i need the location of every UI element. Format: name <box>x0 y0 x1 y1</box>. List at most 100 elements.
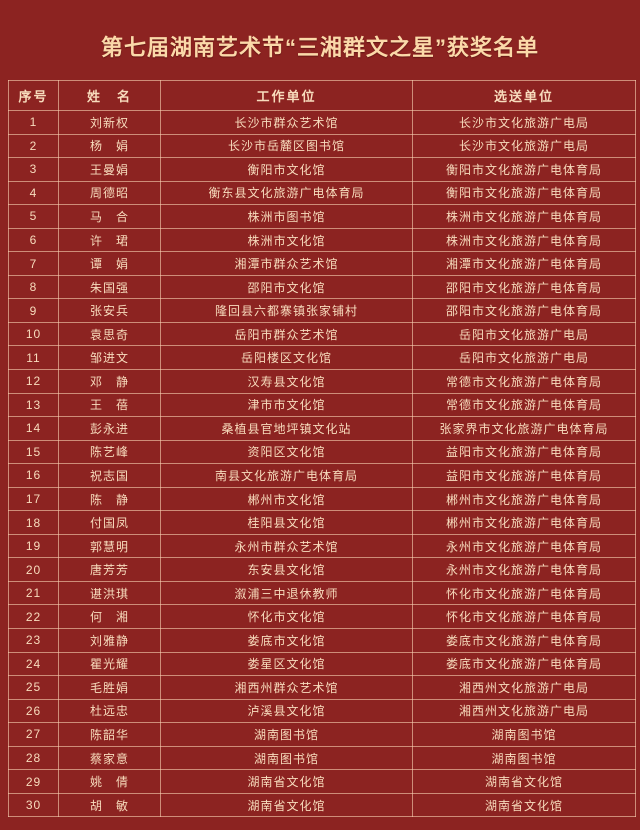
cell-index: 4 <box>8 180 59 206</box>
cell-sending-unit: 郴州市文化旅游广电体育局 <box>412 486 636 512</box>
cell-sending-unit: 岳阳市文化旅游广电局 <box>412 345 636 371</box>
header-work-unit: 工作单位 <box>160 80 413 111</box>
table-row: 11 邹进文 岳阳楼区文化馆 岳阳市文化旅游广电局 <box>8 345 636 371</box>
table-row: 25 毛胜娟 湘西州群众艺术馆 湘西州文化旅游广电局 <box>8 675 636 700</box>
table-row: 19 郭慧明 永州市群众艺术馆 永州市文化旅游广电体育局 <box>8 533 636 559</box>
table-row: 1 刘新权 长沙市群众艺术馆 长沙市文化旅游广电局 <box>8 110 636 135</box>
table-row: 29 姚 倩 湖南省文化馆 湖南省文化馆 <box>8 769 636 794</box>
cell-sending-unit: 湘西州文化旅游广电局 <box>412 675 636 700</box>
cell-sending-unit: 株洲市文化旅游广电体育局 <box>412 204 636 229</box>
cell-index: 25 <box>8 675 59 700</box>
cell-sending-unit: 怀化市文化旅游广电体育局 <box>412 604 636 630</box>
cell-name: 姚 倩 <box>58 769 161 794</box>
cell-index: 2 <box>8 133 59 159</box>
cell-index: 3 <box>8 157 59 182</box>
cell-sending-unit: 岳阳市文化旅游广电局 <box>412 321 636 347</box>
cell-index: 21 <box>8 580 59 606</box>
cell-sending-unit: 郴州市文化旅游广电体育局 <box>412 510 636 535</box>
cell-sending-unit: 益阳市文化旅游广电体育局 <box>412 463 636 488</box>
table-row: 6 许 珺 株洲市文化馆 株洲市文化旅游广电体育局 <box>8 227 636 253</box>
awards-table: 序号 姓 名 工作单位 选送单位 1 刘新权 长沙市群众艺术馆 长沙市文化旅游广… <box>8 80 636 818</box>
cell-name: 彭永进 <box>58 416 161 441</box>
cell-sending-unit: 张家界市文化旅游广电体育局 <box>412 416 636 441</box>
header-row: 序号 姓 名 工作单位 选送单位 <box>8 80 636 111</box>
table-row: 18 付国凤 桂阳县文化馆 郴州市文化旅游广电体育局 <box>8 510 636 535</box>
cell-work-unit: 隆回县六都寨镇张家铺村 <box>160 298 413 323</box>
cell-name: 毛胜娟 <box>58 675 161 700</box>
table-row: 23 刘雅静 娄底市文化馆 娄底市文化旅游广电体育局 <box>8 628 636 653</box>
cell-sending-unit: 永州市文化旅游广电体育局 <box>412 557 636 582</box>
table-row: 4 周德昭 衡东县文化旅游广电体育局 衡阳市文化旅游广电体育局 <box>8 180 636 206</box>
table-row: 20 唐芳芳 东安县文化馆 永州市文化旅游广电体育局 <box>8 557 636 582</box>
cell-work-unit: 湖南图书馆 <box>160 745 413 771</box>
cell-name: 朱国强 <box>58 274 161 300</box>
cell-work-unit: 衡东县文化旅游广电体育局 <box>160 180 413 206</box>
cell-sending-unit: 湘潭市文化旅游广电体育局 <box>412 251 636 276</box>
cell-sending-unit: 衡阳市文化旅游广电体育局 <box>412 180 636 206</box>
cell-name: 唐芳芳 <box>58 557 161 582</box>
page-title: 第七届湖南艺术节“三湘群文之星”获奖名单 <box>100 35 539 60</box>
table-row: 28 蔡家意 湖南图书馆 湖南图书馆 <box>8 745 636 771</box>
table-row: 9 张安兵 隆回县六都寨镇张家铺村 邵阳市文化旅游广电体育局 <box>8 298 636 323</box>
cell-sending-unit: 长沙市文化旅游广电局 <box>412 133 636 159</box>
cell-work-unit: 资阳区文化馆 <box>160 439 413 465</box>
cell-sending-unit: 怀化市文化旅游广电体育局 <box>412 580 636 606</box>
cell-name: 何 湘 <box>58 604 161 630</box>
table-row: 10 袁思奇 岳阳市群众艺术馆 岳阳市文化旅游广电局 <box>8 321 636 347</box>
cell-work-unit: 长沙市岳麓区图书馆 <box>160 133 413 159</box>
cell-work-unit: 桑植县官地坪镇文化站 <box>160 416 413 441</box>
table-row: 21 谌洪琪 溆浦三中退休教师 怀化市文化旅游广电体育局 <box>8 580 636 606</box>
table-row: 12 邓 静 汉寿县文化馆 常德市文化旅游广电体育局 <box>8 369 636 394</box>
cell-index: 14 <box>8 416 59 441</box>
cell-work-unit: 桂阳县文化馆 <box>160 510 413 535</box>
cell-name: 郭慧明 <box>58 533 161 559</box>
cell-index: 18 <box>8 510 59 535</box>
cell-index: 7 <box>8 251 59 276</box>
cell-work-unit: 岳阳楼区文化馆 <box>160 345 413 371</box>
cell-name: 马 合 <box>58 204 161 229</box>
cell-work-unit: 泸溪县文化馆 <box>160 698 413 724</box>
cell-work-unit: 南县文化旅游广电体育局 <box>160 463 413 488</box>
cell-index: 19 <box>8 533 59 559</box>
cell-index: 6 <box>8 227 59 253</box>
cell-sending-unit: 湖南省文化馆 <box>412 792 636 818</box>
cell-name: 刘雅静 <box>58 628 161 653</box>
cell-work-unit: 汉寿县文化馆 <box>160 369 413 394</box>
cell-index: 28 <box>8 745 59 771</box>
cell-sending-unit: 邵阳市文化旅游广电体育局 <box>412 298 636 323</box>
cell-work-unit: 东安县文化馆 <box>160 557 413 582</box>
cell-name: 邹进文 <box>58 345 161 371</box>
cell-name: 胡 敏 <box>58 792 161 818</box>
cell-name: 许 珺 <box>58 227 161 253</box>
table-row: 5 马 合 株洲市图书馆 株洲市文化旅游广电体育局 <box>8 204 636 229</box>
cell-index: 27 <box>8 722 59 747</box>
table-row: 13 王 蓓 津市市文化馆 常德市文化旅游广电体育局 <box>8 392 636 418</box>
table-row: 7 谭 娟 湘潭市群众艺术馆 湘潭市文化旅游广电体育局 <box>8 251 636 276</box>
table-row: 3 王曼娟 衡阳市文化馆 衡阳市文化旅游广电体育局 <box>8 157 636 182</box>
cell-sending-unit: 娄底市文化旅游广电体育局 <box>412 651 636 677</box>
cell-work-unit: 湖南省文化馆 <box>160 769 413 794</box>
cell-sending-unit: 娄底市文化旅游广电体育局 <box>412 628 636 653</box>
cell-index: 13 <box>8 392 59 418</box>
table-row: 30 胡 敏 湖南省文化馆 湖南省文化馆 <box>8 792 636 818</box>
cell-sending-unit: 常德市文化旅游广电体育局 <box>412 369 636 394</box>
cell-work-unit: 怀化市文化馆 <box>160 604 413 630</box>
cell-index: 26 <box>8 698 59 724</box>
cell-work-unit: 郴州市文化馆 <box>160 486 413 512</box>
header-name: 姓 名 <box>58 80 161 111</box>
cell-name: 谭 娟 <box>58 251 161 276</box>
cell-name: 蔡家意 <box>58 745 161 771</box>
cell-sending-unit: 株洲市文化旅游广电体育局 <box>412 227 636 253</box>
cell-work-unit: 永州市群众艺术馆 <box>160 533 413 559</box>
cell-index: 1 <box>8 110 59 135</box>
header-sending-unit: 选送单位 <box>412 80 636 111</box>
table-row: 8 朱国强 邵阳市文化馆 邵阳市文化旅游广电体育局 <box>8 274 636 300</box>
cell-index: 16 <box>8 463 59 488</box>
cell-name: 邓 静 <box>58 369 161 394</box>
cell-name: 付国凤 <box>58 510 161 535</box>
cell-name: 瞿光耀 <box>58 651 161 677</box>
cell-index: 17 <box>8 486 59 512</box>
cell-work-unit: 邵阳市文化馆 <box>160 274 413 300</box>
awards-table-body: 1 刘新权 长沙市群众艺术馆 长沙市文化旅游广电局 2 杨 娟 长沙市岳麓区图书… <box>8 110 636 818</box>
cell-name: 谌洪琪 <box>58 580 161 606</box>
